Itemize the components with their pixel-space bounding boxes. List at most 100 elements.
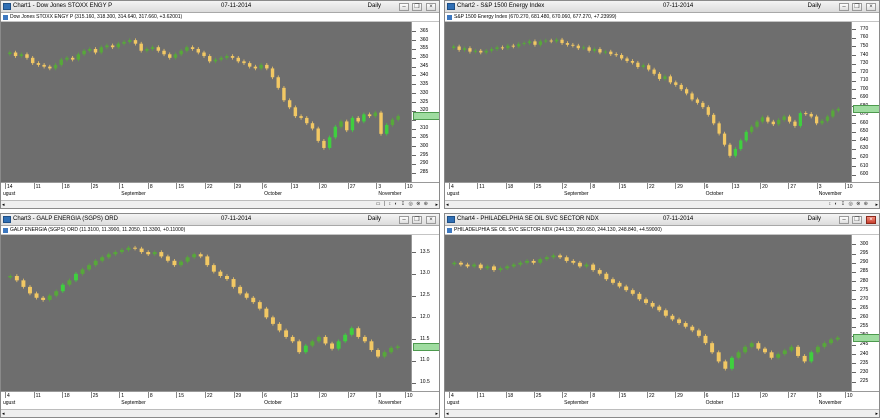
scroll-right-arrow-icon[interactable]: ▸ bbox=[875, 202, 878, 208]
date-tick-label: 20 bbox=[321, 393, 327, 399]
date-tick-label: 18 bbox=[507, 393, 514, 399]
chart-tool-icons[interactable]: ↕ ◐ ↧ ◎ ⊗ ⊕ bbox=[828, 201, 869, 207]
scroll-left-arrow-icon[interactable]: ◂ bbox=[2, 411, 5, 417]
date-axis[interactable]: 4 ugust 11 18 25 1 September 8 15 22 29 6 October 13 2… bbox=[1, 391, 439, 410]
price-chart-area[interactable] bbox=[1, 235, 411, 391]
price-tick-mark bbox=[852, 166, 856, 168]
date-tick-mark bbox=[233, 183, 235, 189]
date-tick-mark bbox=[62, 183, 64, 189]
scroll-left-arrow-icon[interactable]: ◂ bbox=[2, 202, 5, 208]
horizontal-scrollbar[interactable]: ◂ ▸ bbox=[445, 409, 879, 417]
bullish-candle bbox=[798, 113, 802, 126]
window-date: 07-11-2014 bbox=[221, 216, 252, 222]
window-titlebar[interactable]: Chart1 - Dow Jones STOXX ENGY P 07-11-201… bbox=[1, 1, 439, 13]
horizontal-scrollbar[interactable]: ◂ ▸ bbox=[1, 409, 439, 417]
bullish-candle bbox=[582, 47, 586, 49]
window-titlebar[interactable]: Chart4 - PHILADELPHIA SE OIL SVC SECTOR … bbox=[445, 214, 879, 226]
close-button[interactable]: × bbox=[426, 3, 436, 11]
date-axis[interactable]: 4 ugust 11 18 25 2 September 8 15 22 29 6 October 13 2… bbox=[445, 182, 879, 201]
price-tick-label: 770 bbox=[860, 25, 869, 32]
bearish-candle bbox=[362, 336, 367, 342]
date-tick-mark bbox=[760, 392, 762, 398]
bearish-candle bbox=[310, 123, 315, 129]
chart-window[interactable]: Chart1 - Dow Jones STOXX ENGY P 07-11-201… bbox=[0, 0, 440, 209]
instrument-icon bbox=[3, 15, 8, 20]
price-chart-area[interactable] bbox=[445, 235, 851, 391]
date-tick-mark bbox=[33, 392, 35, 398]
month-label: ugust bbox=[447, 400, 460, 406]
bearish-candle bbox=[815, 116, 819, 124]
bearish-candle bbox=[376, 350, 380, 357]
price-tick-mark bbox=[412, 252, 416, 254]
bearish-candle bbox=[231, 279, 236, 287]
bearish-candle bbox=[576, 45, 580, 49]
price-tick-mark bbox=[412, 339, 416, 341]
bearish-candle bbox=[297, 341, 302, 353]
price-tick-mark bbox=[412, 382, 416, 384]
chart-tool-icons[interactable]: ▭ | ↕ ◐ ↧ ◎ ⊗ ⊕ bbox=[375, 201, 429, 207]
horizontal-scrollbar[interactable]: ◂ ▸ ▭ | ↕ ◐ ↧ ◎ ⊗ ⊕ bbox=[1, 200, 439, 208]
minimize-button[interactable]: – bbox=[399, 3, 409, 11]
date-tick-label: 29 bbox=[235, 393, 242, 399]
price-axis[interactable]: 3002952902852802752702652602552502452402… bbox=[851, 235, 879, 391]
scroll-left-arrow-icon[interactable]: ◂ bbox=[446, 411, 449, 417]
bearish-candle bbox=[683, 323, 688, 327]
price-axis[interactable]: 13.5 13.0 12.5 12.0 11.5 11.0 10.5 bbox=[411, 235, 439, 391]
bullish-candle bbox=[343, 334, 348, 342]
scroll-left-arrow-icon[interactable]: ◂ bbox=[446, 202, 449, 208]
close-button[interactable]: × bbox=[866, 3, 876, 11]
bullish-candle bbox=[506, 45, 510, 49]
restore-button[interactable]: ❐ bbox=[852, 216, 862, 224]
scroll-right-arrow-icon[interactable]: ▸ bbox=[435, 411, 438, 417]
date-axis[interactable]: 14 ugust 11 18 25 1 September 8 15 22 29 6 October 13… bbox=[1, 182, 439, 201]
bullish-candle bbox=[327, 137, 332, 148]
bullish-candle bbox=[755, 121, 759, 127]
bearish-candle bbox=[70, 57, 75, 60]
minimize-button[interactable]: – bbox=[839, 216, 849, 224]
bullish-candle bbox=[733, 148, 737, 156]
horizontal-scrollbar[interactable]: ◂ ▸ ↕ ◐ ↧ ◎ ⊗ ⊕ bbox=[445, 200, 879, 208]
bullish-candle bbox=[822, 343, 827, 347]
price-tick-label: 650 bbox=[860, 128, 869, 135]
price-axis[interactable]: 7707607507407307207107006906806706606506… bbox=[851, 22, 879, 182]
restore-button[interactable]: ❐ bbox=[852, 3, 862, 11]
close-button[interactable]: × bbox=[866, 216, 876, 224]
window-titlebar[interactable]: Chart3 - GALP ENERGIA (SGPS) ORD 07-11-20… bbox=[1, 214, 439, 226]
month-label: September bbox=[564, 400, 589, 406]
bullish-candle bbox=[825, 116, 830, 121]
price-axis[interactable]: 3653603553503453403353303253203153103053… bbox=[411, 22, 439, 182]
price-tick-label: 320 bbox=[420, 107, 429, 114]
date-tick-mark bbox=[590, 183, 592, 189]
bullish-candle bbox=[106, 254, 111, 258]
price-chart-area[interactable] bbox=[445, 22, 851, 182]
minimize-button[interactable]: – bbox=[399, 216, 409, 224]
bullish-candle bbox=[8, 276, 13, 278]
price-tick-mark bbox=[412, 66, 416, 68]
price-tick-mark bbox=[412, 163, 416, 165]
date-tick-label: 20 bbox=[762, 393, 768, 399]
price-tick-mark bbox=[412, 137, 416, 139]
date-tick-label: 27 bbox=[790, 184, 796, 190]
scroll-right-arrow-icon[interactable]: ▸ bbox=[875, 411, 878, 417]
date-axis[interactable]: 4 ugust 11 18 25 2 September 8 15 22 29 6 October 13 2… bbox=[445, 391, 879, 410]
chart-window[interactable]: Chart2 - S&P 1500 Energy Index 07-11-2014… bbox=[444, 0, 880, 209]
bullish-candle bbox=[544, 257, 549, 260]
date-tick-mark bbox=[816, 392, 818, 398]
restore-button[interactable]: ❐ bbox=[412, 216, 422, 224]
chart-window[interactable]: Chart4 - PHILADELPHIA SE OIL SVC SECTOR … bbox=[444, 213, 880, 418]
price-tick-mark bbox=[852, 271, 856, 273]
chart-window[interactable]: Chart3 - GALP ENERGIA (SGPS) ORD 07-11-20… bbox=[0, 213, 440, 418]
date-tick-mark bbox=[845, 183, 846, 189]
bullish-candle bbox=[472, 264, 477, 267]
price-chart-area[interactable] bbox=[1, 22, 411, 182]
scroll-right-arrow-icon[interactable]: ▸ bbox=[435, 202, 438, 208]
date-tick-mark bbox=[731, 183, 733, 189]
chart-window-icon bbox=[447, 3, 455, 10]
close-button[interactable]: × bbox=[426, 216, 436, 224]
restore-button[interactable]: ❐ bbox=[412, 3, 422, 11]
window-titlebar[interactable]: Chart2 - S&P 1500 Energy Index 07-11-2014… bbox=[445, 1, 879, 13]
bearish-candle bbox=[242, 61, 246, 64]
date-tick-label: 25 bbox=[535, 184, 542, 190]
minimize-button[interactable]: – bbox=[839, 3, 849, 11]
month-label: September bbox=[121, 400, 146, 406]
